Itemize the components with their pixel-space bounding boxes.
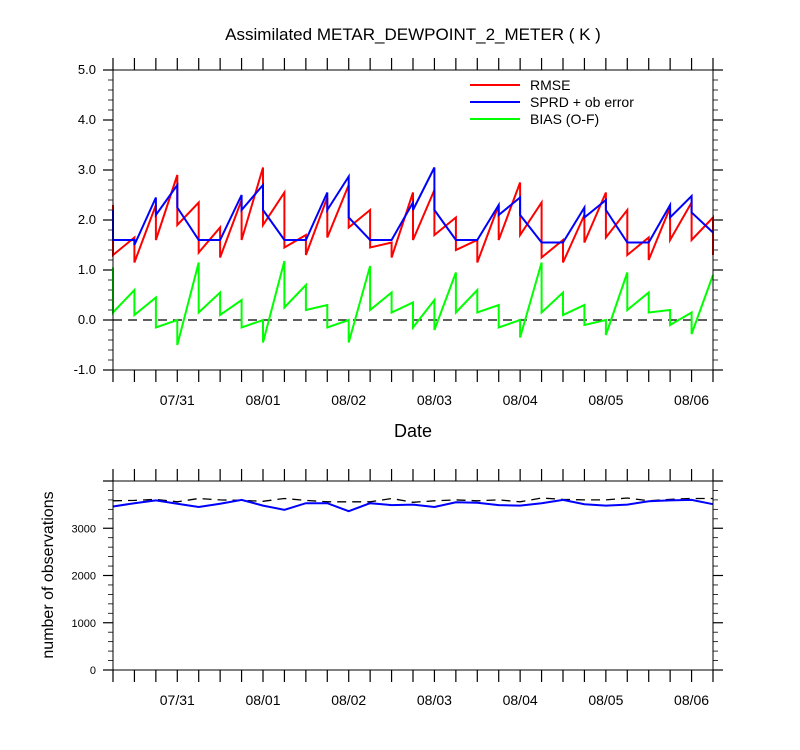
top-x-tick-labels: 07/31 08/01 08/02 08/03 08/04 08/05 08/06 bbox=[160, 392, 710, 408]
legend-label: BIAS (O-F) bbox=[530, 111, 599, 127]
series-line-sprd-ob-error bbox=[112, 167, 714, 246]
x-tick-label: 08/05 bbox=[588, 692, 623, 708]
x-tick-label: 08/04 bbox=[503, 392, 538, 408]
top-panel: Assimilated METAR_DEWPOINT_2_METER ( K )… bbox=[74, 25, 723, 441]
top-y-tick-labels: -1.0 0.0 1.0 2.0 3.0 4.0 5.0 bbox=[74, 62, 96, 377]
y-tick-label: 1000 bbox=[72, 618, 96, 630]
series-line-assimilated-observations bbox=[112, 498, 714, 513]
legend-label: RMSE bbox=[530, 77, 570, 93]
y-tick-label: -1.0 bbox=[74, 362, 96, 377]
top-series-lines bbox=[112, 167, 714, 346]
y-tick-label: 3.0 bbox=[78, 162, 96, 177]
bottom-tick-marks bbox=[103, 469, 723, 682]
y-tick-label: 3000 bbox=[72, 523, 96, 535]
x-tick-label: 07/31 bbox=[160, 692, 195, 708]
y-tick-label: 1.0 bbox=[78, 262, 96, 277]
y-tick-label: 2.0 bbox=[78, 212, 96, 227]
x-tick-label: 08/05 bbox=[588, 392, 623, 408]
x-tick-label: 08/01 bbox=[245, 392, 280, 408]
legend-label: SPRD + ob error bbox=[530, 94, 634, 110]
series-line-possible-observations bbox=[112, 497, 713, 503]
bottom-x-tick-labels: 07/31 08/01 08/02 08/03 08/04 08/05 08/06 bbox=[160, 692, 710, 708]
x-tick-label: 08/02 bbox=[331, 392, 366, 408]
series-line-bias-o-f bbox=[112, 260, 714, 346]
x-tick-label: 08/02 bbox=[331, 692, 366, 708]
x-tick-label: 08/01 bbox=[245, 692, 280, 708]
x-tick-label: 08/06 bbox=[674, 692, 709, 708]
x-tick-label: 08/06 bbox=[674, 392, 709, 408]
y-tick-label: 0.0 bbox=[78, 312, 96, 327]
top-plot-frame bbox=[112, 69, 714, 371]
y-tick-label: 5.0 bbox=[78, 62, 96, 77]
x-tick-label: 07/31 bbox=[160, 392, 195, 408]
chart-title: Assimilated METAR_DEWPOINT_2_METER ( K ) bbox=[225, 25, 601, 44]
x-axis-label: Date bbox=[394, 421, 432, 441]
x-tick-label: 08/04 bbox=[503, 692, 538, 708]
x-tick-label: 08/03 bbox=[417, 692, 452, 708]
y-tick-label: 2000 bbox=[72, 571, 96, 583]
top-tick-marks bbox=[103, 58, 723, 382]
bottom-series-lines bbox=[112, 497, 714, 513]
x-tick-label: 08/03 bbox=[417, 392, 452, 408]
bottom-y-tick-labels: 0 1000 2000 3000 bbox=[72, 523, 96, 677]
bottom-y-axis-label: number of observations bbox=[40, 491, 57, 658]
bottom-plot-frame bbox=[112, 480, 714, 671]
y-tick-label: 4.0 bbox=[78, 112, 96, 127]
series-line-rmse bbox=[112, 167, 714, 263]
y-tick-label: 0 bbox=[90, 665, 96, 677]
